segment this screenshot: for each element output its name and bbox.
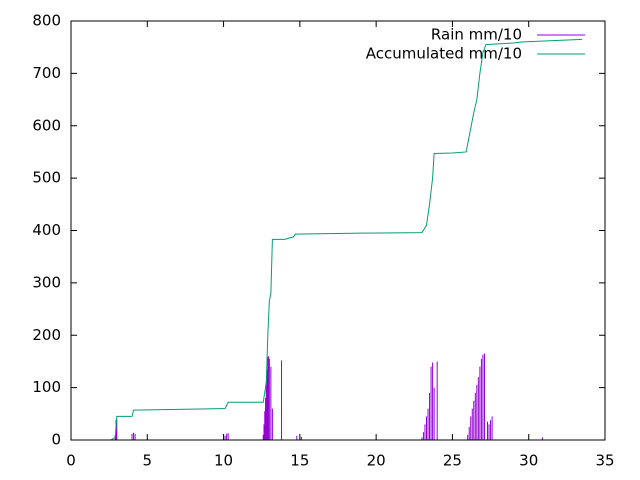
x-tick-label: 15 <box>290 452 309 470</box>
y-tick-label: 600 <box>32 116 61 134</box>
accumulated-line <box>89 38 583 441</box>
y-tick-label: 500 <box>32 169 61 187</box>
y-tick-label: 0 <box>51 431 61 449</box>
x-tick-label: 35 <box>595 452 614 470</box>
y-tick-label: 800 <box>32 12 61 30</box>
y-tick-label: 700 <box>32 64 61 82</box>
y-tick-label: 100 <box>32 378 61 396</box>
y-tick-label: 200 <box>32 326 61 344</box>
plot-border <box>70 20 606 441</box>
y-tick-label: 400 <box>32 221 61 239</box>
x-tick-label: 5 <box>143 452 153 470</box>
legend-label: Rain mm/10 <box>431 26 522 44</box>
x-tick-label: 25 <box>443 452 462 470</box>
x-tick-label: 0 <box>66 452 76 470</box>
x-tick-label: 30 <box>519 452 538 470</box>
y-tick-label: 300 <box>32 273 61 291</box>
x-tick-label: 20 <box>367 452 386 470</box>
x-tick-label: 10 <box>214 452 233 470</box>
legend-label: Accumulated mm/10 <box>366 45 522 63</box>
